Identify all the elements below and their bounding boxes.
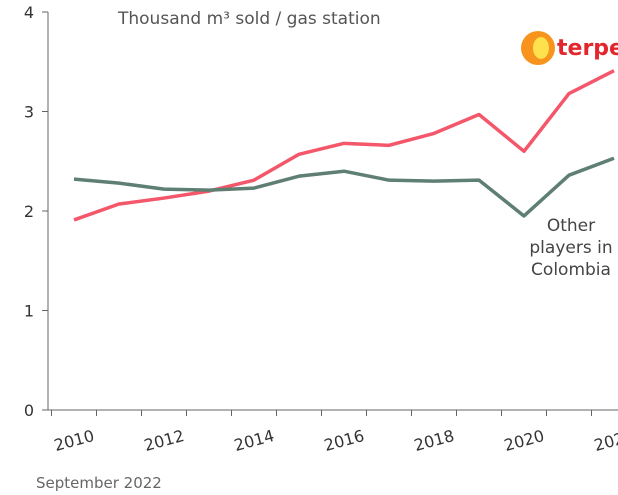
x-tick-label: 2022	[592, 426, 618, 455]
chart-title: Thousand m³ sold / gas station	[117, 9, 381, 29]
y-tick-label: 4	[24, 3, 34, 22]
y-tick-label: 1	[24, 302, 34, 321]
x-tick-label: 2020	[502, 426, 546, 455]
legend-label: terpel	[557, 36, 618, 61]
x-tick-label: 2018	[412, 426, 456, 455]
x-tick-label: 2014	[232, 426, 276, 455]
series-line	[73, 69, 615, 222]
logo: terpel	[521, 31, 618, 65]
footnote: September 2022	[36, 474, 162, 492]
series-label: Other players in Colombia	[529, 216, 613, 280]
logo-inner	[533, 37, 549, 59]
y-tick-label: 2	[24, 202, 34, 221]
series-line	[73, 156, 615, 218]
x-tick-label: 2016	[322, 426, 366, 455]
x-tick-label: 2010	[52, 426, 96, 455]
y-tick-label: 0	[24, 401, 34, 420]
y-tick-label: 3	[24, 103, 34, 122]
x-tick-label: 2012	[142, 426, 186, 455]
